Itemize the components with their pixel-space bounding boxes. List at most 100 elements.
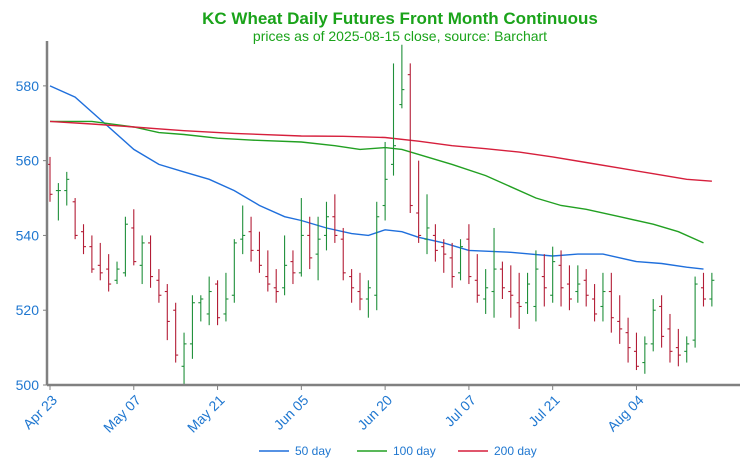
x-tick-label: Jun 20 [354,392,395,433]
ohlc-bar [575,265,581,303]
ohlc-bar [106,254,112,292]
legend: 50 day 100 day 200 day [259,444,537,458]
ohlc-bar [248,216,254,262]
ohlc-bar [290,250,296,285]
ohlc-bar [550,246,556,303]
ohlc-bar [357,272,363,311]
ohlc-bar [499,261,505,299]
ohlc-bar [659,295,665,348]
ohlc-bar [72,198,78,240]
ohlc-bar [558,250,564,307]
ohlc-bar [131,209,137,266]
ohlc-bar [608,272,614,333]
ohlc-bar [240,205,246,255]
ohlc-bar [189,295,195,359]
ma-line-100-day [50,120,704,244]
ohlc-bar [466,224,472,285]
ohlc-bar [667,313,673,363]
y-tick-label: 520 [16,302,40,318]
ohlc-bar [650,299,656,352]
ohlc-bar [692,276,698,348]
ma-line-200-day [49,120,712,182]
x-tick-label: Aug 04 [604,392,647,435]
y-tick-label: 540 [16,227,40,243]
x-tick-label: Jul 21 [525,392,563,430]
ohlc-bar [55,183,61,221]
plot-area: 500 520 540 560 580 Apr 23 May 07 May 21 Jun 05 J… [16,41,740,436]
ohlc-bar [416,160,422,243]
ohlc-bar [407,63,413,213]
ohlc-bar [323,201,329,251]
ohlc-bar [198,295,204,322]
ohlc-bar [282,235,288,296]
ma-line-50-day [49,85,704,270]
ohlc-bar [525,272,531,314]
ohlc-bar [458,239,464,281]
ohlc-bar [491,227,497,318]
ohlc-bar [700,272,706,307]
ohlc-bar [541,254,547,307]
ohlc-bar [566,265,572,311]
ohlc-bar [340,227,346,281]
ohlc-bar [81,224,87,255]
ohlc-bar [164,284,170,341]
ohlc-bar [391,63,396,176]
ohlc-bar [307,216,313,270]
ohlc-bar [592,284,598,322]
ohlc-bar [633,332,639,371]
ohlc-bar [231,239,237,303]
ohlc-bar [441,239,447,273]
ohlc-bar [684,336,690,363]
y-tick-label: 580 [16,78,40,94]
ohlc-bar [298,198,304,277]
legend-label: 200 day [494,444,537,458]
x-tick-label: Apr 23 [20,392,61,433]
x-tick-label: Jun 05 [270,392,311,433]
ohlc-bar [97,242,103,281]
ohlc-bar [516,272,522,329]
ohlc-bar [156,269,162,303]
ohlc-bar [223,272,229,322]
ohlc-bar [474,254,480,303]
ohlc-bar [114,261,120,285]
ohlc-bar [89,235,95,273]
x-tick-label: Jul 07 [441,392,479,430]
ohlc-bar [206,276,212,326]
ohlc-bar [583,269,589,307]
x-tick-label: May 21 [184,392,228,436]
x-tick-label: May 07 [100,392,144,436]
ohlc-bar [215,280,221,326]
ohlc-bar [449,242,455,288]
ohlc-bar [148,235,154,288]
ohlc-bar [483,269,489,314]
ohlc-bar [315,216,321,281]
ohlc-bar [332,194,338,243]
y-tick-label: 560 [16,153,40,169]
legend-label: 50 day [295,444,331,458]
ohlc-bar [122,216,128,277]
ohlc-bar [256,231,262,273]
ohlc-bar [432,224,438,262]
ohlc-bar [173,302,179,363]
ohlc-bar [508,265,514,318]
ohlc-bar [374,201,380,311]
ohlc-bar [64,171,70,206]
ohlc-bar [625,317,631,363]
ohlc-bar [617,295,623,344]
ohlc-bar [642,336,648,374]
ohlc-bar [600,272,606,322]
y-tick-label: 500 [16,377,40,393]
legend-label: 100 day [393,444,436,458]
ohlc-bar [365,280,371,318]
ohlc-bar [675,328,681,367]
ohlc-bar [533,250,539,322]
chart-subtitle: prices as of 2025-08-15 close, source: B… [253,28,547,44]
chart-title: KC Wheat Daily Futures Front Month Conti… [202,9,598,28]
ohlc-bar [139,235,145,285]
ohlc-bar [181,332,187,385]
ohlc-bar [273,269,279,303]
ohlc-bar [709,272,715,307]
ohlc-bar [349,269,355,303]
ohlc-bar [424,194,430,255]
